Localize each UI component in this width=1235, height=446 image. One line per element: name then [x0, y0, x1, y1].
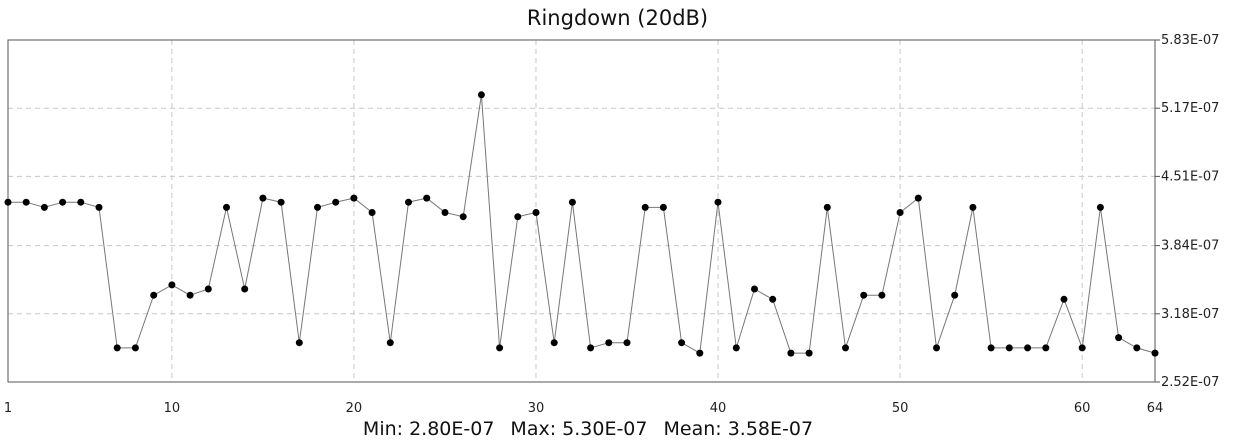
data-point	[878, 291, 886, 299]
y-tick-label: 5.83E-07	[1161, 33, 1219, 48]
data-point	[186, 291, 194, 299]
data-point	[659, 203, 667, 211]
y-tick-label: 5.17E-07	[1161, 101, 1219, 116]
data-point	[896, 209, 904, 216]
y-axis-ticks: 5.83E-07 5.17E-07 4.51E-07 3.84E-07 3.18E-07…	[1155, 33, 1219, 390]
x-tick-label: 20	[346, 401, 363, 416]
data-point	[623, 339, 631, 347]
data-point	[150, 291, 158, 299]
stat-max: Max: 5.30E-07	[510, 418, 648, 440]
data-point	[1060, 295, 1068, 303]
data-point	[969, 203, 977, 211]
data-point	[368, 209, 376, 216]
data-point	[714, 198, 722, 206]
data-point	[4, 198, 12, 206]
data-point	[314, 203, 321, 211]
data-point	[805, 349, 813, 357]
x-tick-label: 10	[164, 401, 181, 416]
stat-min: Min: 2.80E-07	[362, 418, 495, 440]
data-point	[514, 213, 522, 221]
data-point	[1133, 344, 1141, 352]
data-point	[732, 344, 740, 352]
data-point	[1096, 203, 1104, 211]
data-point	[423, 194, 431, 202]
data-point	[113, 344, 121, 352]
data-point	[914, 194, 922, 202]
y-tick-label: 4.51E-07	[1161, 169, 1219, 184]
data-point	[641, 203, 649, 211]
data-point	[168, 281, 176, 289]
line-layer	[8, 94, 1156, 354]
data-point	[459, 213, 467, 221]
data-point	[823, 203, 831, 211]
data-point	[696, 349, 704, 357]
data-point	[241, 285, 249, 293]
data-point	[277, 198, 285, 206]
data-point	[678, 339, 686, 347]
chart-title: Ringdown (20dB)	[526, 6, 709, 30]
stats-footer: Min: 2.80E-07 Max: 5.30E-07 Mean: 3.58E-07	[0, 418, 1176, 440]
x-tick-label: 30	[528, 401, 545, 416]
plot-frame	[7, 39, 1156, 383]
data-point	[842, 344, 849, 352]
data-point	[350, 194, 358, 202]
x-tick-label: 60	[1074, 401, 1091, 416]
data-point	[59, 198, 67, 206]
data-point	[131, 344, 139, 352]
data-point	[587, 344, 595, 352]
data-point	[787, 349, 795, 357]
data-point	[1151, 349, 1159, 357]
data-point	[332, 198, 340, 206]
data-point	[550, 339, 558, 347]
data-point	[1005, 344, 1013, 352]
x-tick-label: 50	[892, 401, 909, 416]
data-point	[951, 291, 959, 299]
data-point	[386, 339, 394, 347]
data-point	[405, 198, 412, 206]
data-point	[295, 339, 303, 347]
data-point	[1042, 344, 1050, 352]
data-point	[223, 203, 230, 211]
point-layer	[4, 91, 1159, 357]
data-point	[259, 194, 267, 202]
x-tick-label: 64	[1147, 401, 1164, 416]
data-point	[1115, 334, 1123, 342]
grid-layer	[8, 40, 1155, 382]
data-point	[860, 291, 868, 299]
data-point	[204, 285, 212, 293]
y-tick-label: 3.18E-07	[1161, 307, 1219, 322]
data-point	[1024, 344, 1032, 352]
data-point	[1078, 344, 1086, 352]
data-point	[751, 285, 758, 293]
x-tick-label: 1	[4, 401, 12, 416]
data-point	[933, 344, 940, 352]
y-tick-label: 2.52E-07	[1161, 375, 1219, 390]
stat-mean: Mean: 3.58E-07	[663, 418, 814, 440]
x-tick-label: 40	[710, 401, 727, 416]
data-point	[77, 198, 85, 206]
data-point	[568, 198, 576, 206]
data-point	[532, 209, 540, 216]
data-point	[441, 209, 449, 216]
data-point	[496, 344, 504, 352]
data-point	[95, 203, 103, 211]
data-point	[40, 203, 48, 211]
data-point	[22, 198, 30, 206]
data-point	[605, 339, 613, 347]
series-line	[8, 94, 1156, 354]
data-point	[769, 295, 777, 303]
data-point	[477, 91, 485, 99]
x-axis-ticks: 1 10 20 30 40 50 60 64	[4, 401, 1163, 416]
y-tick-label: 3.84E-07	[1161, 239, 1219, 254]
data-point	[987, 344, 995, 352]
